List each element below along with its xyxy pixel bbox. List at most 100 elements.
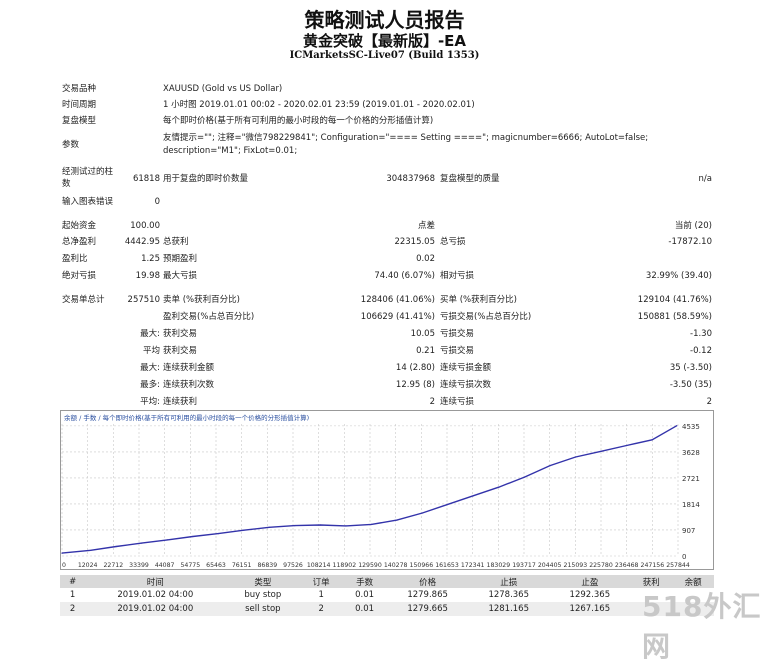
chart-frame <box>60 410 714 570</box>
period-value: 1 小时图 2019.01.01 00:02 - 2020.02.01 23:5… <box>163 100 475 110</box>
table-cell: 1281.165 <box>468 602 550 616</box>
most-label: 最多: <box>140 380 160 390</box>
table-cell: 1267.165 <box>549 602 631 616</box>
x-tick-label: 140278 <box>384 562 408 569</box>
column-header: 时间 <box>85 575 226 588</box>
table-cell: buy stop <box>244 590 282 600</box>
balance-point <box>447 503 449 505</box>
table-cell: 0.01 <box>342 602 388 616</box>
errors-label: 输入图表错误 <box>62 197 114 207</box>
avg-profit-label: 获利交易 <box>163 346 198 356</box>
deposit-label: 起始资金 <box>62 221 97 231</box>
y-tick-label: 2721 <box>682 475 700 483</box>
largest-loss-label: 亏损交易 <box>440 329 475 339</box>
cons-wins-money-value: 14 (2.80) <box>395 363 435 373</box>
profit-factor-label: 盈利比 <box>62 254 88 264</box>
cons-loss-count-label: 连续亏损次数 <box>440 380 492 390</box>
x-tick-label: 54775 <box>180 562 200 569</box>
deposit-value: 100.00 <box>130 221 160 231</box>
table-cell: 0.01 <box>355 590 375 600</box>
x-tick-label: 12024 <box>78 562 98 569</box>
balance-point <box>294 525 296 527</box>
avg-cons-loss-value: 2 <box>706 397 712 407</box>
server-build: ICMarketsSC-Live07 (Build 1353) <box>289 50 480 61</box>
gross-loss-label: 总亏损 <box>440 237 466 247</box>
errors-value: 0 <box>154 197 160 207</box>
balance-point <box>651 439 653 441</box>
balance-point <box>549 465 551 467</box>
net-profit-label: 总净盈利 <box>62 237 97 247</box>
x-tick-label: 97526 <box>283 562 303 569</box>
bars-value: 61818 <box>132 174 160 184</box>
x-tick-label: 236468 <box>615 562 639 569</box>
table-cell: 1 <box>69 590 76 600</box>
avg-loss-label: 亏损交易 <box>440 346 475 356</box>
cons-loss-money-label: 连续亏损金额 <box>440 363 492 373</box>
trades-header-row: # 时间 类型 订单 手数 价格 止损 止盈 获利 余额 <box>60 575 714 588</box>
long-positions-value: 129104 (41.76%) <box>637 295 712 305</box>
quality-label: 复盘模型的质量 <box>440 174 500 184</box>
column-header: 订单 <box>300 575 343 588</box>
balance-point <box>345 525 347 527</box>
gross-profit-label: 总获利 <box>163 237 189 247</box>
balance-point <box>396 519 398 521</box>
table-cell <box>630 602 673 616</box>
column-header: 手数 <box>342 575 388 588</box>
expected-payoff-label: 预期盈利 <box>163 254 198 264</box>
chart-legend: 余额 / 手数 / 每个即时价格(基于所有可利用的最小时段的每一个价格的分形插值… <box>64 413 309 422</box>
max-drawdown-value: 74.40 (6.07%) <box>374 271 435 281</box>
x-tick-label: 76151 <box>232 562 252 569</box>
x-tick-label: 257844 <box>666 562 690 569</box>
balance-point <box>498 486 500 488</box>
x-tick-label: 108214 <box>307 562 331 569</box>
loss-trades-value: 150881 (58.59%) <box>637 312 712 322</box>
balance-point <box>115 545 117 548</box>
cons-wins-money-label: 连续获利金额 <box>163 363 215 373</box>
y-tick-label: 3628 <box>682 449 700 457</box>
table-cell: 2019.01.02 04:00 <box>117 590 194 600</box>
watermark-logo: 518外汇网 <box>642 590 762 663</box>
ticks-label: 用于复盘的即时价数量 <box>163 174 249 184</box>
trades-table: # 时间 类型 订单 手数 价格 止损 止盈 获利 余额 1 2019.01.02 04:00 buy… <box>60 575 714 616</box>
balance-chart: 4535 3628 2721 1814 907 0 0 12024 22712 33399 4408… <box>60 410 714 570</box>
table-row: 1 2019.01.02 04:00 buy stop 1 0.01 1279.865 12… <box>60 588 714 602</box>
cons-wins-count-label: 连续获利次数 <box>163 380 215 390</box>
cons-loss-count-value: -3.50 (35) <box>669 380 712 390</box>
largest-profit-value: 10.05 <box>410 329 435 339</box>
balance-point <box>166 539 168 541</box>
balance-point <box>626 444 628 447</box>
table-row: 2 2019.01.02 04:00 sell stop 2 0.01 1279.665 1… <box>60 602 714 616</box>
balance-point <box>421 512 423 514</box>
y-tick-label: 4535 <box>682 423 700 431</box>
total-trades-label: 交易单总计 <box>62 295 105 305</box>
x-tick-label: 44087 <box>155 562 175 569</box>
abs-drawdown-label: 绝对亏损 <box>62 271 97 281</box>
x-tick-label: 86839 <box>257 562 277 569</box>
x-tick-label: 193717 <box>512 562 536 569</box>
short-positions-value: 128406 (41.06%) <box>360 295 435 305</box>
average-label: 平均 <box>142 346 160 356</box>
report-title: 策略测试人员报告 <box>304 8 465 32</box>
avg-profit-value: 0.21 <box>416 346 435 356</box>
ticks-value: 304837968 <box>386 174 435 184</box>
period-label: 时间周期 <box>62 100 97 110</box>
y-tick-label: 1814 <box>682 501 700 509</box>
balance-point <box>676 425 678 427</box>
rel-drawdown-value: 32.99% (39.40) <box>645 271 712 281</box>
avg-cons-loss-label: 连续亏损 <box>440 397 475 407</box>
cons-loss-money-value: 35 (-3.50) <box>669 363 712 373</box>
profit-factor-value: 1.25 <box>141 254 160 264</box>
total-trades-value: 257510 <box>127 295 160 305</box>
gross-loss-value: -17872.10 <box>668 237 712 247</box>
balance-point <box>217 533 219 535</box>
column-header: 止盈 <box>549 575 631 588</box>
avg-cons-wins-label: 连续获利 <box>163 397 198 407</box>
balance-point <box>192 535 194 538</box>
net-profit-value: 4442.95 <box>124 237 160 247</box>
x-tick-label: 22712 <box>103 562 123 569</box>
balance-point <box>370 523 372 525</box>
table-cell: 1278.365 <box>488 590 529 600</box>
short-positions-label: 卖单 (%获利百分比) <box>163 295 240 305</box>
table-cell <box>672 602 714 616</box>
x-tick-label: 225780 <box>589 562 613 569</box>
